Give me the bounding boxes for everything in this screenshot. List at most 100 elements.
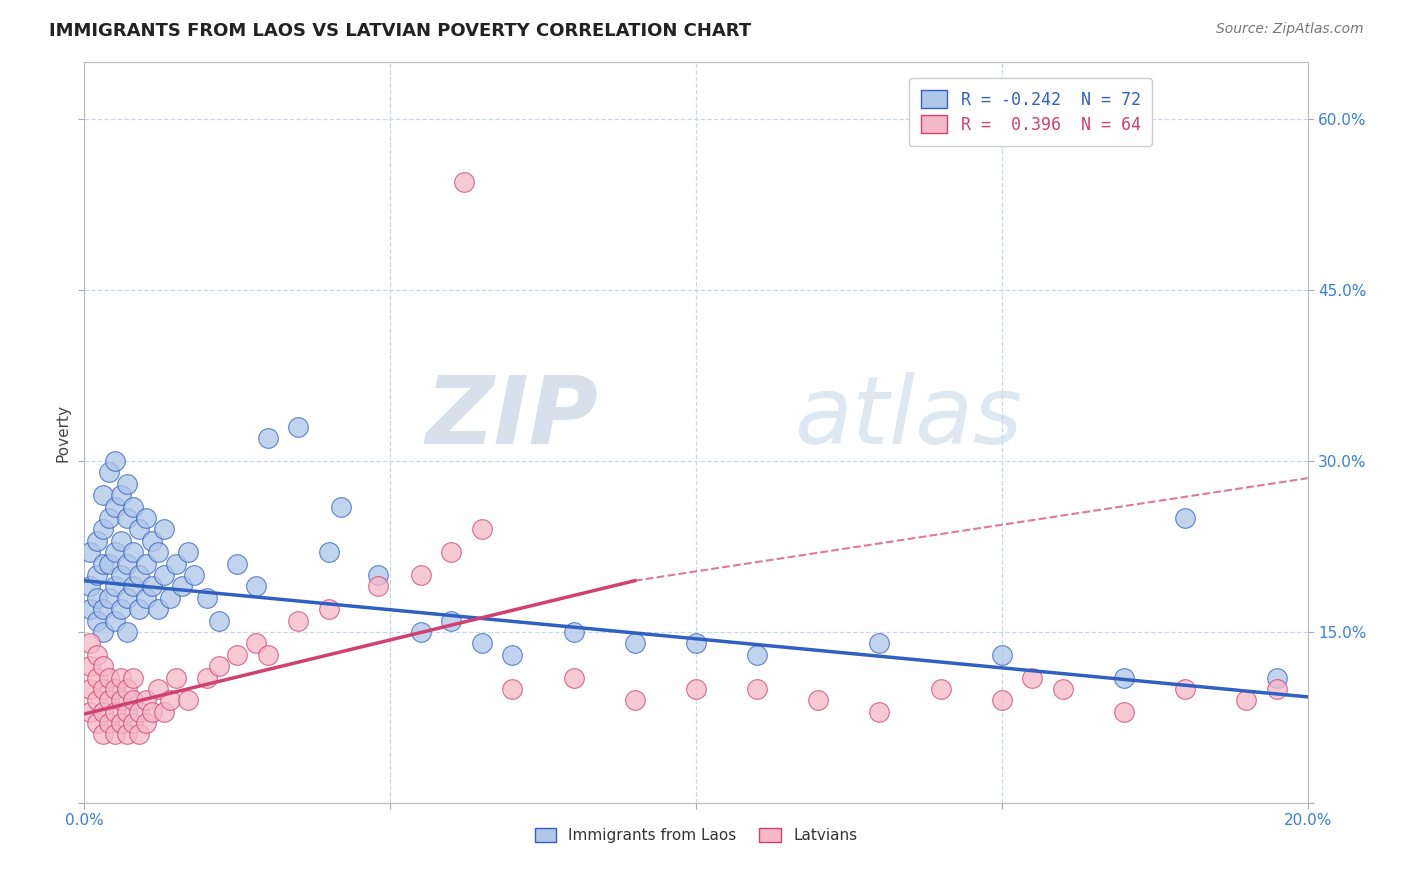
Point <box>245 636 267 650</box>
Point <box>115 624 138 639</box>
Point <box>195 591 218 605</box>
Point <box>991 648 1014 662</box>
Text: Source: ZipAtlas.com: Source: ZipAtlas.com <box>1216 22 1364 37</box>
Point <box>747 648 769 662</box>
Point <box>110 602 132 616</box>
Legend: Immigrants from Laos, Latvians: Immigrants from Laos, Latvians <box>527 820 865 851</box>
Point <box>685 681 707 696</box>
Point <box>110 671 132 685</box>
Point <box>440 614 463 628</box>
Point <box>104 727 127 741</box>
Point <box>97 716 120 731</box>
Point <box>146 545 169 559</box>
Point <box>128 602 150 616</box>
Point <box>153 568 176 582</box>
Point <box>128 523 150 537</box>
Point <box>97 693 120 707</box>
Point <box>159 693 181 707</box>
Point <box>79 681 101 696</box>
Point <box>226 557 249 571</box>
Point <box>91 557 114 571</box>
Point <box>128 727 150 741</box>
Point <box>104 579 127 593</box>
Point <box>97 511 120 525</box>
Point <box>86 671 108 685</box>
Point <box>97 591 120 605</box>
Point <box>115 511 138 525</box>
Point <box>86 693 108 707</box>
Point <box>110 488 132 502</box>
Point <box>79 659 101 673</box>
Point <box>869 705 891 719</box>
Point <box>79 636 101 650</box>
Point <box>183 568 205 582</box>
Point <box>367 568 389 582</box>
Point <box>104 681 127 696</box>
Point <box>807 693 830 707</box>
Point <box>1236 693 1258 707</box>
Point <box>287 420 309 434</box>
Point <box>1021 671 1043 685</box>
Point <box>1052 681 1074 696</box>
Point <box>135 511 157 525</box>
Point <box>104 545 127 559</box>
Point <box>122 671 145 685</box>
Point <box>128 705 150 719</box>
Point <box>257 431 280 445</box>
Point <box>122 545 145 559</box>
Point <box>79 705 101 719</box>
Point <box>562 671 585 685</box>
Point <box>991 693 1014 707</box>
Point <box>318 602 340 616</box>
Point <box>146 681 169 696</box>
Point <box>135 591 157 605</box>
Point <box>141 579 163 593</box>
Point <box>165 557 187 571</box>
Point <box>86 716 108 731</box>
Point <box>257 648 280 662</box>
Point <box>104 454 127 468</box>
Point <box>226 648 249 662</box>
Point <box>104 705 127 719</box>
Point <box>115 476 138 491</box>
Point <box>115 681 138 696</box>
Point <box>367 579 389 593</box>
Point <box>79 579 101 593</box>
Point <box>318 545 340 559</box>
Point <box>97 557 120 571</box>
Point <box>86 533 108 548</box>
Point <box>135 716 157 731</box>
Point <box>685 636 707 650</box>
Point <box>245 579 267 593</box>
Point <box>91 624 114 639</box>
Point <box>104 614 127 628</box>
Point <box>122 579 145 593</box>
Point <box>128 568 150 582</box>
Point <box>110 568 132 582</box>
Point <box>91 727 114 741</box>
Point <box>115 557 138 571</box>
Point <box>91 681 114 696</box>
Text: ZIP: ZIP <box>425 372 598 464</box>
Point <box>122 693 145 707</box>
Point <box>330 500 353 514</box>
Point <box>440 545 463 559</box>
Point <box>91 659 114 673</box>
Point <box>502 681 524 696</box>
Point <box>177 545 200 559</box>
Point <box>91 523 114 537</box>
Text: IMMIGRANTS FROM LAOS VS LATVIAN POVERTY CORRELATION CHART: IMMIGRANTS FROM LAOS VS LATVIAN POVERTY … <box>49 22 751 40</box>
Point <box>747 681 769 696</box>
Point <box>1174 511 1197 525</box>
Point <box>91 705 114 719</box>
Point <box>86 614 108 628</box>
Point <box>115 727 138 741</box>
Point <box>97 671 120 685</box>
Point <box>115 591 138 605</box>
Point <box>1174 681 1197 696</box>
Point <box>471 523 494 537</box>
Point <box>562 624 585 639</box>
Point <box>115 705 138 719</box>
Point <box>409 624 432 639</box>
Point <box>165 671 187 685</box>
